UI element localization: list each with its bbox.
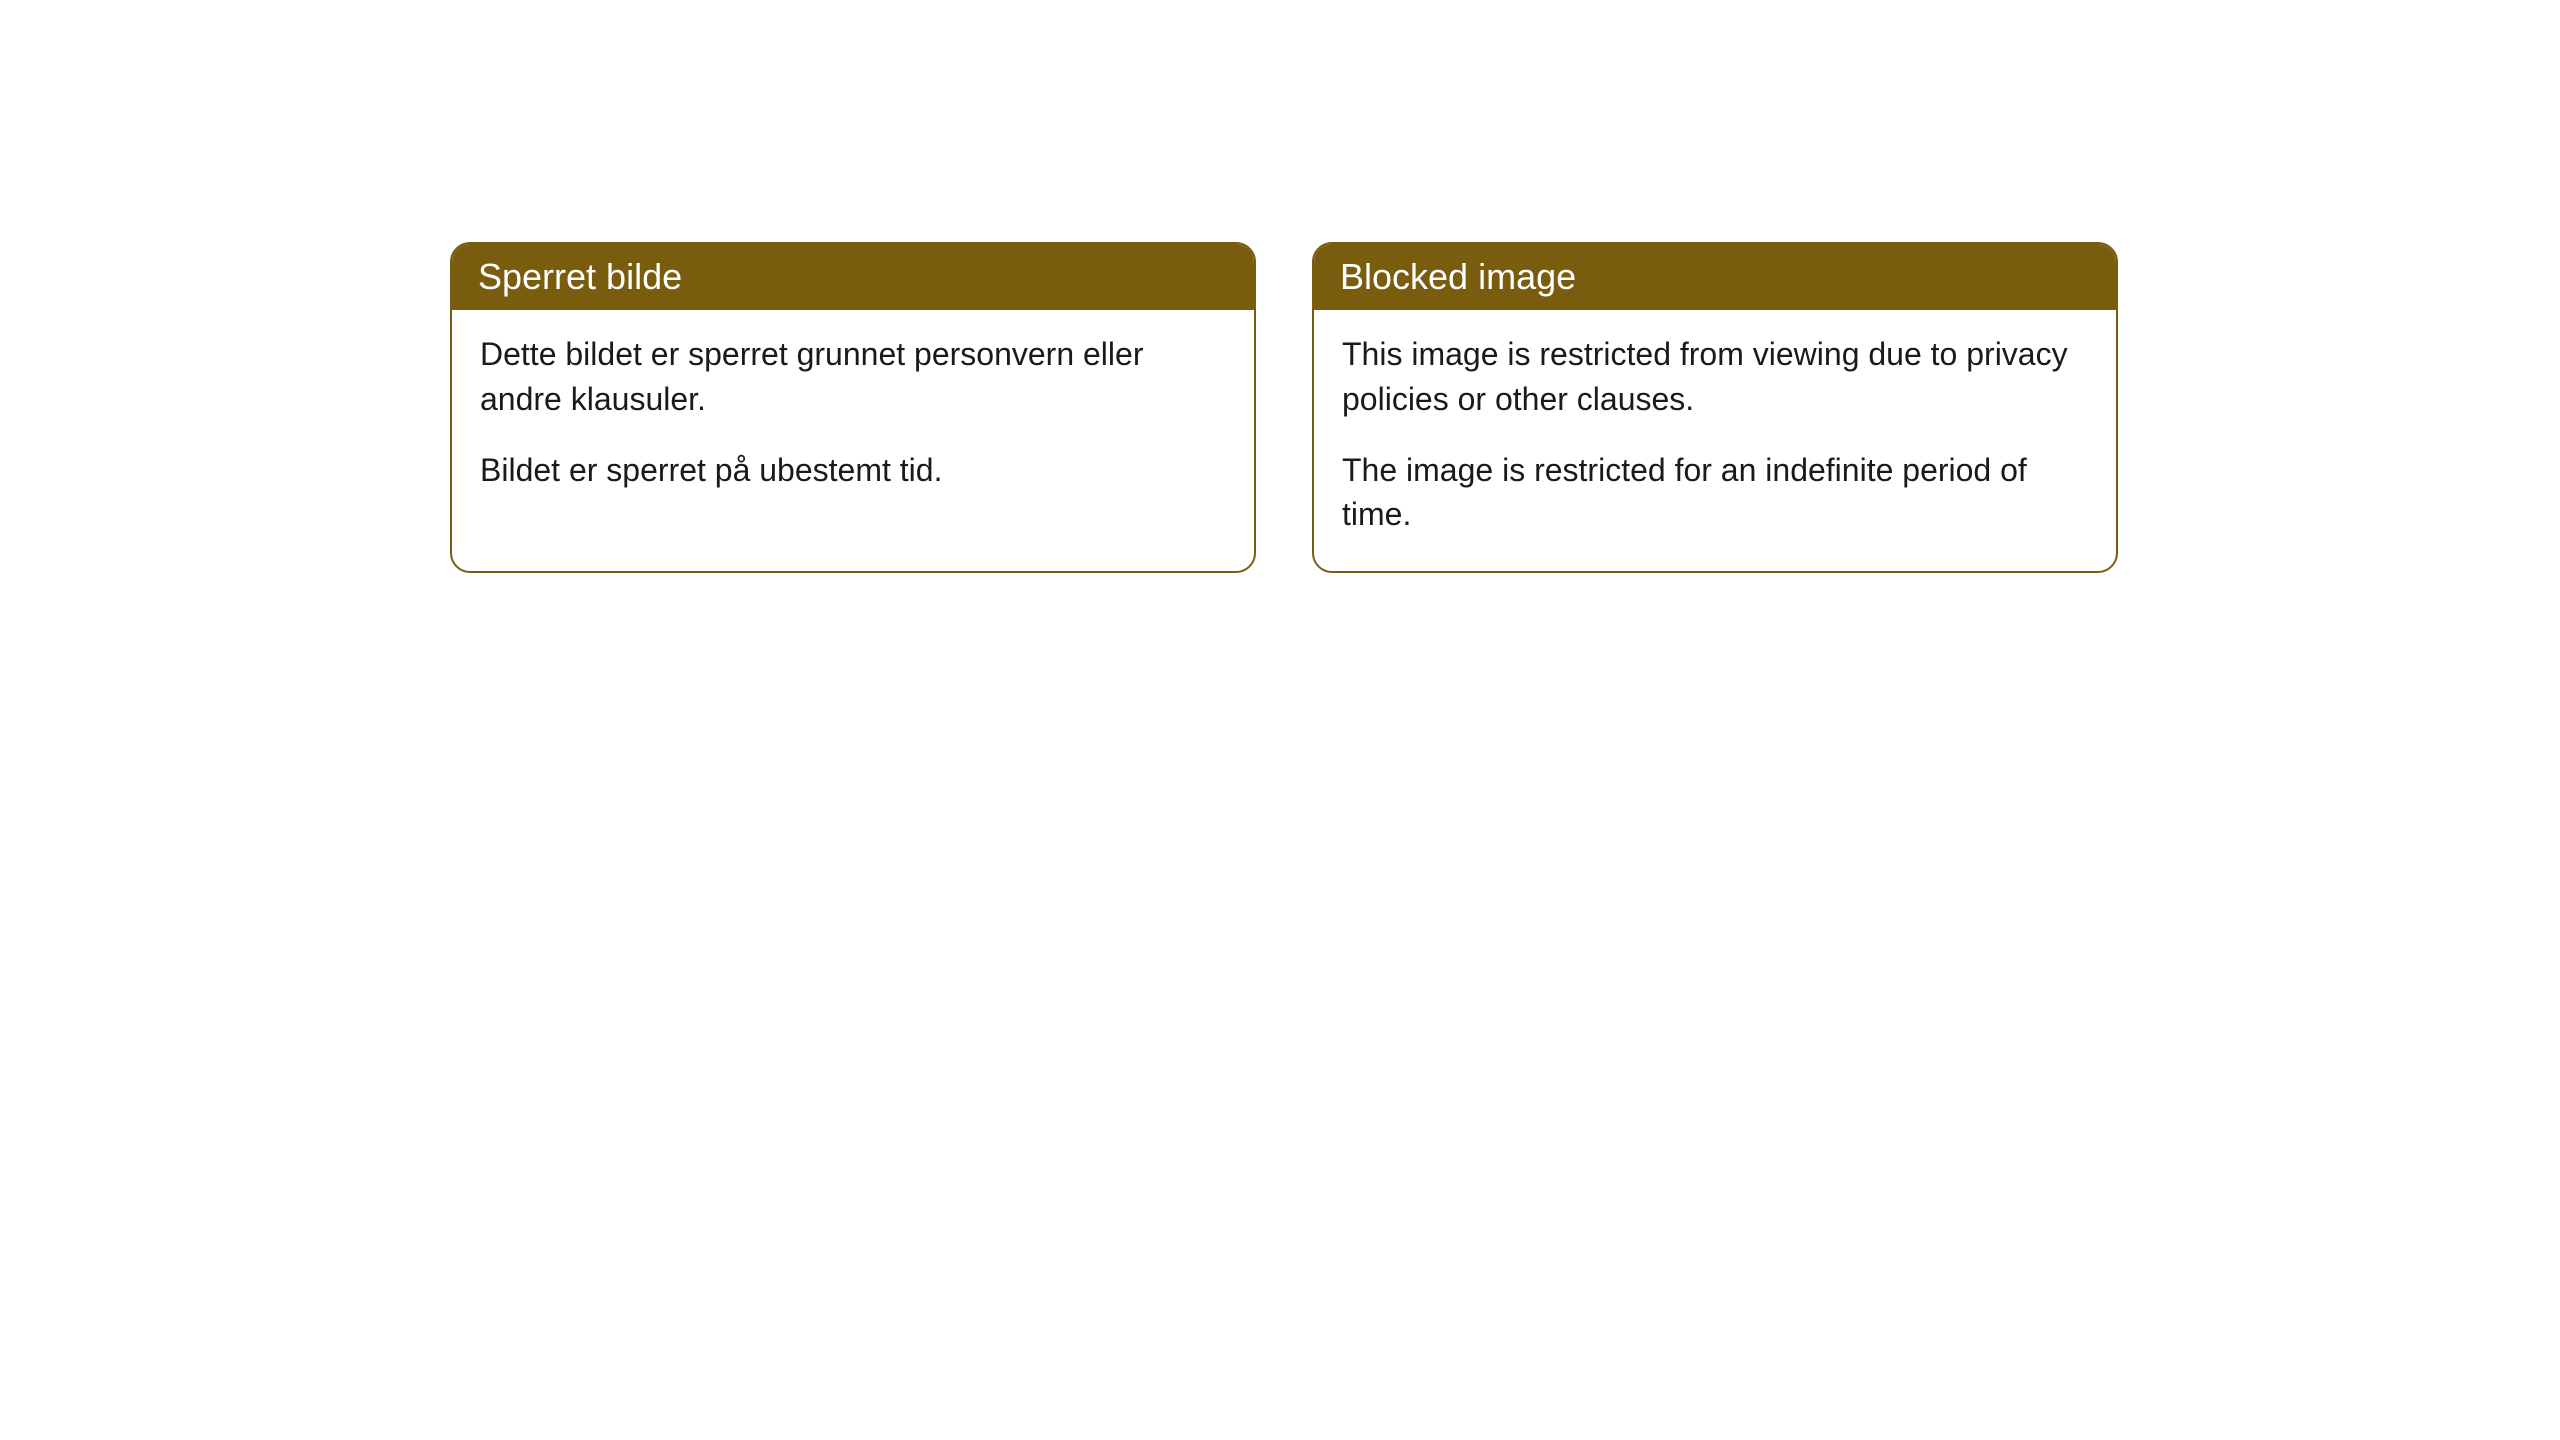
paragraph-1-norwegian: Dette bildet er sperret grunnet personve… — [480, 332, 1226, 422]
card-body-english: This image is restricted from viewing du… — [1314, 310, 2116, 571]
cards-container: Sperret bilde Dette bildet er sperret gr… — [450, 242, 2118, 573]
paragraph-1-english: This image is restricted from viewing du… — [1342, 332, 2088, 422]
card-norwegian: Sperret bilde Dette bildet er sperret gr… — [450, 242, 1256, 573]
paragraph-2-norwegian: Bildet er sperret på ubestemt tid. — [480, 448, 1226, 493]
card-body-norwegian: Dette bildet er sperret grunnet personve… — [452, 310, 1254, 526]
card-title-norwegian: Sperret bilde — [452, 244, 1254, 310]
card-title-english: Blocked image — [1314, 244, 2116, 310]
paragraph-2-english: The image is restricted for an indefinit… — [1342, 448, 2088, 538]
card-english: Blocked image This image is restricted f… — [1312, 242, 2118, 573]
